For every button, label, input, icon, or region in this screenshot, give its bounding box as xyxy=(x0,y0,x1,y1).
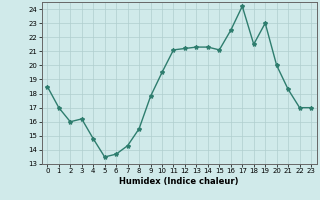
X-axis label: Humidex (Indice chaleur): Humidex (Indice chaleur) xyxy=(119,177,239,186)
